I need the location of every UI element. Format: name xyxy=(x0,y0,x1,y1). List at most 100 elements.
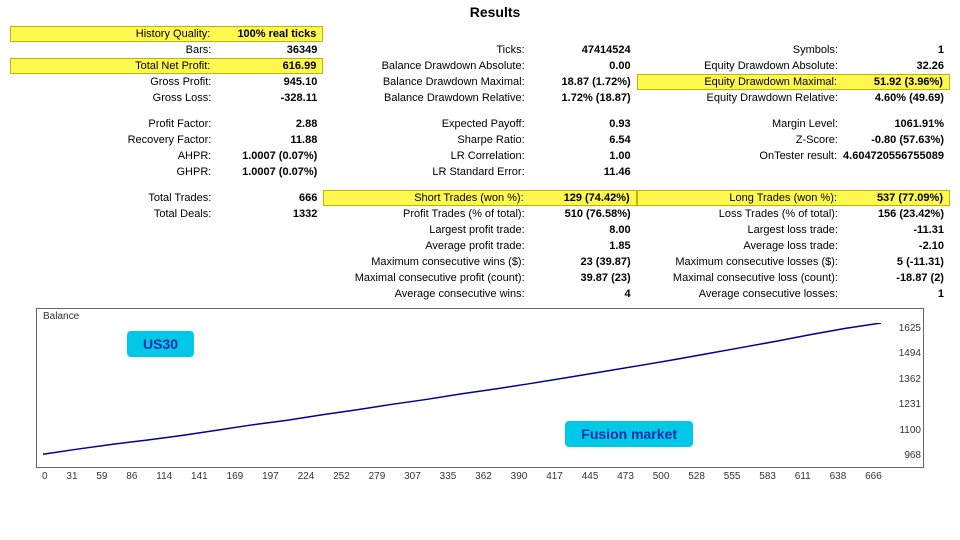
stats-col-1: History Quality:100% real ticksBars:3634… xyxy=(10,26,323,302)
stat-value: 100% real ticks xyxy=(216,28,316,40)
y-tick: 1625 xyxy=(885,323,921,334)
stat-label: Maximum consecutive wins ($): xyxy=(329,256,530,268)
stat-value: -11.31 xyxy=(844,224,944,236)
stat-label: Long Trades (won %): xyxy=(644,192,843,204)
x-tick: 307 xyxy=(404,471,421,482)
stat-row: Average consecutive losses:1 xyxy=(637,286,950,302)
stat-label: Balance Drawdown Absolute: xyxy=(329,60,530,72)
stat-row: Maximum consecutive losses ($):5 (-11.31… xyxy=(637,254,950,270)
stat-row: Sharpe Ratio:6.54 xyxy=(323,132,636,148)
stat-row: Average loss trade:-2.10 xyxy=(637,238,950,254)
stat-value: 23 (39.87) xyxy=(531,256,631,268)
stat-value: 1.00 xyxy=(531,150,631,162)
stat-label: Profit Trades (% of total): xyxy=(329,208,530,220)
x-tick: 555 xyxy=(724,471,741,482)
stat-label: AHPR: xyxy=(16,150,217,162)
stat-row: Largest loss trade:-11.31 xyxy=(637,222,950,238)
stat-label: LR Standard Error: xyxy=(329,166,530,178)
stat-row: LR Standard Error:11.46 xyxy=(323,164,636,180)
stat-row: Total Deals:1332 xyxy=(10,206,323,222)
stat-label: Largest profit trade: xyxy=(329,224,530,236)
stat-value: 537 (77.09%) xyxy=(843,192,943,204)
stat-row: Margin Level:1061.91% xyxy=(637,116,950,132)
x-tick: 611 xyxy=(795,471,811,482)
y-axis: 16251494136212311100968 xyxy=(885,323,921,461)
stat-value: 1.0007 (0.07%) xyxy=(217,150,317,162)
chart-title: Balance xyxy=(43,311,79,322)
x-tick: 114 xyxy=(156,471,172,482)
x-tick: 252 xyxy=(333,471,350,482)
stat-label: Expected Payoff: xyxy=(329,118,530,130)
x-tick: 31 xyxy=(66,471,77,482)
stat-value: 616.99 xyxy=(216,60,316,72)
stat-row: Gross Profit:945.10 xyxy=(10,74,323,90)
stat-label: Average consecutive losses: xyxy=(643,288,844,300)
x-tick: 473 xyxy=(617,471,634,482)
stat-label: Gross Loss: xyxy=(16,92,217,104)
stat-row: Gross Loss:-328.11 xyxy=(10,90,323,106)
stat-value: 156 (23.42%) xyxy=(844,208,944,220)
stat-value: 1061.91% xyxy=(844,118,944,130)
stat-row: Total Trades:666 xyxy=(10,190,323,206)
stat-value: 4 xyxy=(531,288,631,300)
stat-row: Ticks:47414524 xyxy=(323,42,636,58)
stat-label: Ticks: xyxy=(329,44,530,56)
x-tick: 59 xyxy=(96,471,107,482)
stat-row: OnTester result:4.604720556755089 xyxy=(637,148,950,164)
stat-label: Gross Profit: xyxy=(16,76,217,88)
x-tick: 417 xyxy=(546,471,563,482)
stat-row: Symbols:1 xyxy=(637,42,950,58)
stat-row: Equity Drawdown Absolute:32.26 xyxy=(637,58,950,74)
stat-value: -0.80 (57.63%) xyxy=(844,134,944,146)
y-tick: 968 xyxy=(885,450,921,461)
x-tick: 390 xyxy=(511,471,528,482)
stat-value: 2.88 xyxy=(217,118,317,130)
stat-label: Balance Drawdown Maximal: xyxy=(329,76,530,88)
stat-row: Profit Factor:2.88 xyxy=(10,116,323,132)
stat-value: 0.93 xyxy=(531,118,631,130)
stat-row: Loss Trades (% of total):156 (23.42%) xyxy=(637,206,950,222)
x-tick: 86 xyxy=(126,471,137,482)
stat-label: Profit Factor: xyxy=(16,118,217,130)
stat-row: Maximal consecutive profit (count):39.87… xyxy=(323,270,636,286)
stat-row: Equity Drawdown Maximal:51.92 (3.96%) xyxy=(637,74,950,90)
y-tick: 1494 xyxy=(885,348,921,359)
equity-line xyxy=(43,323,881,461)
x-axis: 0315986114141169197224252279307335362390… xyxy=(36,470,924,482)
stat-value: -18.87 (2) xyxy=(844,272,944,284)
stat-row: Average profit trade:1.85 xyxy=(323,238,636,254)
stat-value: 11.46 xyxy=(531,166,631,178)
stat-label: Balance Drawdown Relative: xyxy=(329,92,530,104)
stat-row: History Quality:100% real ticks xyxy=(10,26,323,42)
stat-value: 129 (74.42%) xyxy=(530,192,630,204)
x-tick: 638 xyxy=(830,471,847,482)
stat-label: GHPR: xyxy=(16,166,217,178)
stat-value: -328.11 xyxy=(217,92,317,104)
results-title: Results xyxy=(30,0,960,26)
x-tick: 362 xyxy=(475,471,492,482)
stat-row: Average consecutive wins:4 xyxy=(323,286,636,302)
stat-value: 11.88 xyxy=(217,134,317,146)
stat-row: Z-Score:-0.80 (57.63%) xyxy=(637,132,950,148)
stat-row: Maximum consecutive wins ($):23 (39.87) xyxy=(323,254,636,270)
stat-value: 39.87 (23) xyxy=(531,272,631,284)
stat-label: Maximum consecutive losses ($): xyxy=(643,256,844,268)
stats-col-3: Symbols:1Equity Drawdown Absolute:32.26E… xyxy=(637,26,950,302)
stat-value: 1332 xyxy=(217,208,317,220)
stat-label: Symbols: xyxy=(643,44,844,56)
plot-area xyxy=(43,323,881,461)
stat-label: Total Deals: xyxy=(16,208,217,220)
stat-row: Short Trades (won %):129 (74.42%) xyxy=(323,190,636,206)
stat-value: 32.26 xyxy=(844,60,944,72)
x-tick: 197 xyxy=(262,471,279,482)
stat-label: Z-Score: xyxy=(643,134,844,146)
stat-value: 1.0007 (0.07%) xyxy=(217,166,317,178)
stat-value: 5 (-11.31) xyxy=(844,256,944,268)
stats-col-2: Ticks:47414524 Balance Drawdown Absolute:… xyxy=(323,26,636,302)
stat-row: Expected Payoff:0.93 xyxy=(323,116,636,132)
y-tick: 1231 xyxy=(885,399,921,410)
stat-label: History Quality: xyxy=(17,28,216,40)
stat-label: LR Correlation: xyxy=(329,150,530,162)
stat-label: Recovery Factor: xyxy=(16,134,217,146)
stat-row: Balance Drawdown Relative:1.72% (18.87) xyxy=(323,90,636,106)
